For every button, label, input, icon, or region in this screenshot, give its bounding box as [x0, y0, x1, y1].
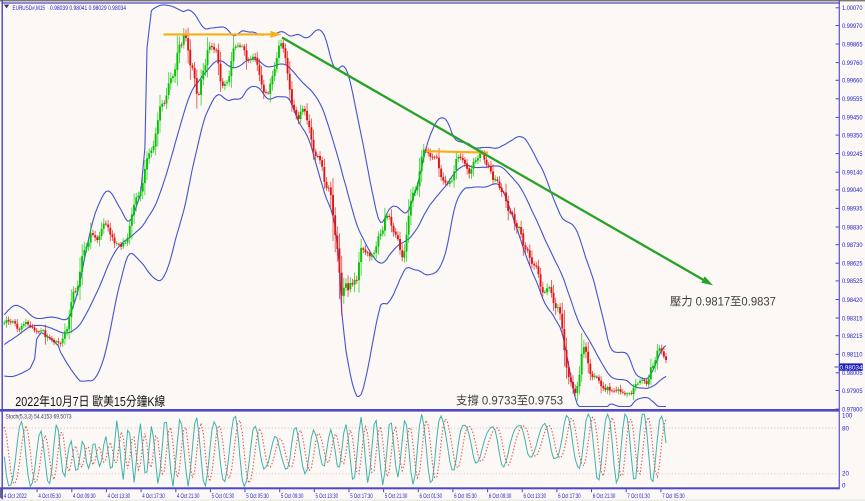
svg-text:4 Oct 09:30: 4 Oct 09:30 [73, 493, 96, 500]
svg-text:0.99660: 0.99660 [842, 78, 863, 85]
svg-text:0.98420: 0.98420 [842, 297, 863, 304]
svg-text:6 Oct 13:30: 6 Oct 13:30 [524, 493, 547, 500]
svg-text:0.98034: 0.98034 [839, 365, 863, 372]
svg-text:15: 15 [114, 394, 126, 409]
svg-text:7 Oct 01:30: 7 Oct 01:30 [627, 493, 650, 500]
svg-text:6 Oct 05:30: 6 Oct 05:30 [454, 493, 477, 500]
svg-text:0.98110: 0.98110 [842, 352, 863, 359]
svg-text:5 Oct 05:30: 5 Oct 05:30 [246, 493, 269, 500]
svg-text:0.99040: 0.99040 [842, 187, 863, 194]
svg-text:5 Oct 01:30: 5 Oct 01:30 [212, 493, 235, 500]
svg-text:7 Oct 05:30: 7 Oct 05:30 [662, 493, 685, 500]
svg-text:0.98215: 0.98215 [842, 333, 863, 340]
svg-text:0.99555: 0.99555 [842, 96, 863, 103]
svg-text:0.99350: 0.99350 [842, 132, 863, 139]
svg-text:6 Oct 09:30: 6 Oct 09:30 [489, 493, 512, 500]
svg-text:1.00070: 1.00070 [842, 5, 863, 12]
svg-text:10: 10 [50, 394, 62, 409]
svg-text:EURUSD#,M15: EURUSD#,M15 [13, 5, 46, 12]
svg-text:0.98039 0.98041 0.98029 0.9803: 0.98039 0.98041 0.98029 0.98034 [50, 5, 126, 12]
svg-text:0.9733: 0.9733 [482, 394, 517, 407]
svg-text:6 Oct 21:30: 6 Oct 21:30 [593, 493, 616, 500]
svg-text:4 Oct 13:30: 4 Oct 13:30 [108, 493, 131, 500]
svg-text:5 Oct 21:30: 5 Oct 21:30 [385, 493, 408, 500]
svg-text:0.9817: 0.9817 [696, 295, 730, 308]
svg-text:5 Oct 09:30: 5 Oct 09:30 [281, 493, 304, 500]
svg-text:0.98625: 0.98625 [842, 261, 863, 268]
svg-text:20: 20 [842, 471, 849, 478]
svg-text:0.99760: 0.99760 [842, 60, 863, 67]
svg-text:0.97800: 0.97800 [842, 406, 863, 413]
svg-text:0.98005: 0.98005 [842, 370, 863, 377]
svg-text:0.98830: 0.98830 [842, 224, 863, 231]
svg-text:2022: 2022 [15, 394, 39, 409]
svg-text:K: K [147, 394, 154, 409]
svg-text:5 Oct 13:30: 5 Oct 13:30 [316, 493, 339, 500]
svg-text:0.9837: 0.9837 [741, 295, 775, 308]
svg-text:4 Oct 05:30: 4 Oct 05:30 [38, 493, 61, 500]
svg-text:0.9753: 0.9753 [528, 394, 563, 407]
svg-text:6 Oct 01:30: 6 Oct 01:30 [420, 493, 443, 500]
svg-text:0.97905: 0.97905 [842, 388, 863, 395]
svg-text:80: 80 [842, 426, 849, 433]
svg-text:4 Oct 2022: 4 Oct 2022 [4, 493, 27, 500]
svg-text:7: 7 [73, 394, 79, 409]
svg-text:100: 100 [842, 413, 853, 420]
svg-text:0.99140: 0.99140 [842, 170, 863, 177]
svg-text:0.98730: 0.98730 [842, 242, 863, 249]
svg-text:0.98525: 0.98525 [842, 278, 863, 285]
svg-text:Stoch(5,3,3) 54.4153 69.5073: Stoch(5,3,3) 54.4153 69.5073 [6, 414, 72, 421]
svg-text:5 Oct 17:30: 5 Oct 17:30 [350, 493, 373, 500]
svg-text:0.98315: 0.98315 [842, 315, 863, 322]
svg-text:0.99450: 0.99450 [842, 115, 863, 122]
svg-text:0.99970: 0.99970 [842, 23, 863, 30]
svg-text:6 Oct 17:30: 6 Oct 17:30 [558, 493, 581, 500]
svg-text:0.99245: 0.99245 [842, 151, 863, 158]
svg-text:0.99865: 0.99865 [842, 41, 863, 48]
svg-text:4 Oct 21:30: 4 Oct 21:30 [177, 493, 200, 500]
svg-text:4 Oct 17:30: 4 Oct 17:30 [142, 493, 165, 500]
svg-text:0.98935: 0.98935 [842, 206, 863, 213]
svg-text:0: 0 [842, 482, 846, 489]
